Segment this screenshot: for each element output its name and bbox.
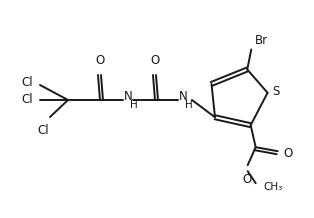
Text: H: H xyxy=(185,100,193,110)
Text: O: O xyxy=(242,173,251,186)
Text: N: N xyxy=(179,90,187,104)
Text: Cl: Cl xyxy=(37,124,49,137)
Text: Cl: Cl xyxy=(21,75,33,89)
Text: O: O xyxy=(284,147,293,160)
Text: O: O xyxy=(150,54,160,67)
Text: N: N xyxy=(124,90,133,104)
Text: S: S xyxy=(273,85,280,98)
Text: CH₃: CH₃ xyxy=(264,182,283,192)
Text: O: O xyxy=(95,54,105,67)
Text: H: H xyxy=(130,100,138,110)
Text: Cl: Cl xyxy=(21,94,33,107)
Text: Br: Br xyxy=(255,34,268,47)
